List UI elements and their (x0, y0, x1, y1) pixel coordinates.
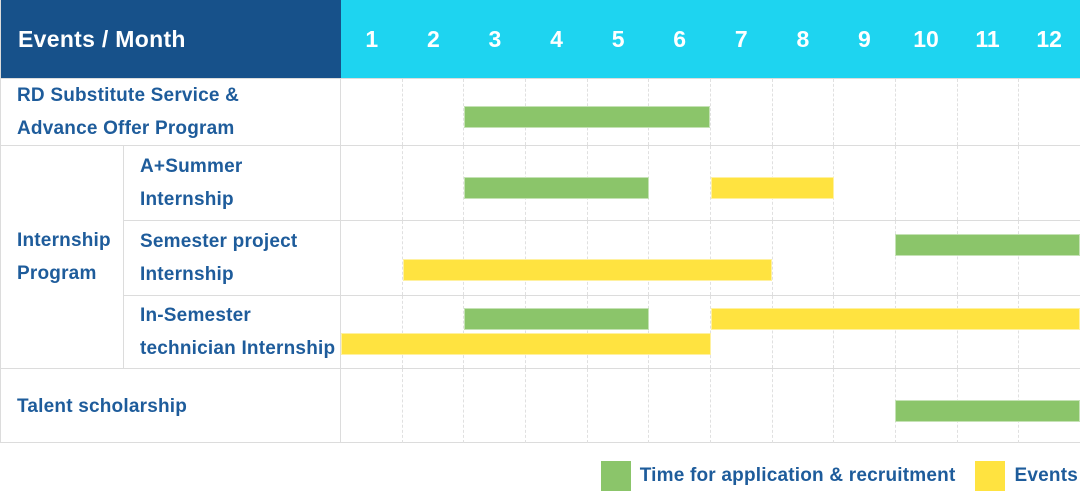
month-cell (895, 146, 957, 220)
month-header-cell-2: 2 (426, 25, 440, 52)
green-square-swatch-icon (600, 461, 631, 491)
month-cell (463, 221, 525, 295)
application-bar (464, 308, 649, 330)
month-cell (463, 79, 525, 145)
row-label-talent-scholarship: Talent scholarship (1, 368, 341, 443)
events-bar (341, 333, 711, 355)
month-cell (463, 369, 525, 443)
month-cell (401, 221, 464, 295)
timeline-row-in-semester-technician-internship (341, 295, 1080, 368)
month-header-cell-3: 3 (488, 25, 502, 52)
row-label-semester-project-internship: Semester project Internship (124, 220, 341, 295)
month-cell (648, 296, 710, 368)
month-cell (586, 296, 649, 368)
month-cell (710, 296, 772, 368)
group-label-internship-program: Internship Program (1, 145, 124, 368)
events-month-header-cell: Events / Month (1, 0, 341, 78)
month-cell (586, 369, 649, 443)
timeline-row-semester-project-internship (341, 220, 1080, 295)
month-cell (1018, 146, 1080, 220)
month-cell (956, 221, 1019, 295)
yellow-square-swatch-icon (975, 461, 1006, 491)
events-bar (710, 177, 834, 199)
timeline-row-a-summer-internship (341, 145, 1080, 220)
month-cell (648, 221, 710, 295)
row-label-in-semester-technician-internship: In-Semester technician Internship (124, 295, 341, 368)
legend: Time for application & recruitment Event… (600, 461, 1078, 491)
events-bar (710, 308, 1080, 330)
month-cell (463, 146, 525, 220)
month-cell (401, 79, 464, 145)
month-header-cell-8: 8 (796, 25, 810, 52)
month-header-cell-4: 4 (550, 25, 563, 52)
row-label-a-summer-internship: A+Summer Internship (124, 145, 341, 220)
month-cell (401, 369, 464, 443)
month-cell (833, 369, 895, 443)
legend-label-events: Events (1014, 465, 1078, 486)
month-cell (341, 296, 402, 368)
month-cell (586, 221, 649, 295)
months-header: 1 2 3 4 5 6 7 8 9 10 11 12 (341, 0, 1080, 78)
row-label-rd-substitute-service: RD Substitute Service & Advance Offer Pr… (1, 78, 341, 145)
month-cell (648, 369, 710, 443)
events-bar (402, 259, 773, 281)
month-cell (463, 296, 525, 368)
month-header-cell-12: 12 (1036, 25, 1062, 52)
application-bar (464, 177, 649, 199)
month-cell (771, 221, 834, 295)
month-cell (895, 221, 957, 295)
legend-item-application: Time for application & recruitment (600, 461, 956, 491)
table-header-row: Events / Month 1 2 3 4 5 6 7 8 9 10 11 12 (1, 0, 1080, 78)
month-header-cell-5: 5 (611, 25, 625, 52)
month-cell (833, 79, 895, 145)
month-cell (771, 79, 834, 145)
application-bar (895, 400, 1080, 422)
month-cell (710, 221, 772, 295)
month-header-cell-10: 10 (913, 25, 939, 52)
legend-label-application: Time for application & recruitment (639, 465, 956, 486)
month-cell (895, 79, 957, 145)
month-cell (401, 296, 464, 368)
month-cell (771, 369, 834, 443)
month-header-cell-9: 9 (858, 25, 871, 52)
month-cell (833, 146, 895, 220)
month-cell (1018, 296, 1080, 368)
month-cell (956, 146, 1019, 220)
month-cell (341, 221, 402, 295)
month-header-cell-6: 6 (673, 25, 687, 52)
timeline-row-talent-scholarship (341, 368, 1080, 443)
month-cell (833, 221, 895, 295)
month-header-cell-7: 7 (734, 25, 748, 52)
month-cell (771, 296, 834, 368)
month-cell (956, 296, 1019, 368)
month-cell (401, 146, 464, 220)
month-cell (710, 369, 772, 443)
legend-item-events: Events (975, 461, 1078, 491)
month-cell (1018, 79, 1080, 145)
table-title: Events / Month (18, 25, 186, 52)
month-cell (341, 369, 402, 443)
month-cell (895, 296, 957, 368)
month-cell (525, 221, 587, 295)
month-cell (648, 146, 710, 220)
month-cell (956, 79, 1019, 145)
events-month-table: Events / Month 1 2 3 4 5 6 7 8 9 10 11 12 RD Substi… (0, 0, 1080, 443)
table-body: RD Substitute Service & Advance Offer Pr… (1, 78, 1080, 443)
month-cell (710, 79, 772, 145)
application-bar (895, 234, 1080, 256)
month-cell (833, 296, 895, 368)
month-header-cell-11: 11 (975, 25, 1000, 52)
month-cell (525, 296, 587, 368)
month-cell (525, 369, 587, 443)
month-header-cell-1: 1 (365, 25, 379, 52)
month-cell (341, 79, 402, 145)
application-bar (464, 106, 711, 128)
month-cell (341, 146, 402, 220)
timeline-row-rd-substitute-service (341, 78, 1080, 145)
month-cell (1018, 221, 1080, 295)
